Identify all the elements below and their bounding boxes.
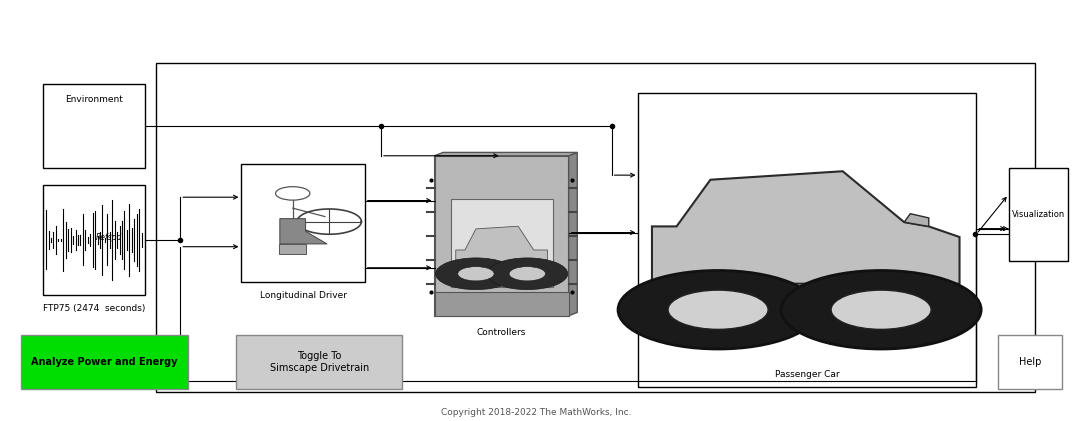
FancyBboxPatch shape: [43, 84, 145, 168]
Circle shape: [510, 266, 545, 281]
FancyBboxPatch shape: [435, 292, 569, 316]
Text: Visualization: Visualization: [1012, 210, 1064, 219]
FancyBboxPatch shape: [279, 244, 306, 254]
Circle shape: [618, 271, 818, 349]
Circle shape: [668, 290, 768, 329]
Polygon shape: [456, 226, 547, 274]
Text: Refspd: Refspd: [95, 233, 122, 242]
Text: Passenger Car: Passenger Car: [775, 370, 840, 379]
FancyBboxPatch shape: [638, 93, 976, 387]
Circle shape: [487, 258, 568, 290]
Circle shape: [832, 290, 931, 329]
Text: Toggle To
Simscape Drivetrain: Toggle To Simscape Drivetrain: [269, 351, 369, 373]
Polygon shape: [652, 171, 959, 284]
Circle shape: [781, 271, 981, 349]
Circle shape: [436, 258, 516, 290]
Polygon shape: [280, 218, 327, 244]
Text: Copyright 2018-2022 The MathWorks, Inc.: Copyright 2018-2022 The MathWorks, Inc.: [441, 408, 632, 417]
FancyBboxPatch shape: [1009, 168, 1068, 261]
FancyBboxPatch shape: [451, 199, 553, 287]
Circle shape: [458, 266, 494, 281]
Text: Longitudinal Driver: Longitudinal Driver: [260, 291, 347, 300]
Text: Controllers: Controllers: [476, 328, 527, 337]
FancyBboxPatch shape: [241, 164, 365, 282]
FancyBboxPatch shape: [236, 335, 402, 389]
Polygon shape: [569, 152, 577, 316]
FancyBboxPatch shape: [435, 156, 569, 316]
Text: Environment: Environment: [65, 95, 122, 104]
Text: Analyze Power and Energy: Analyze Power and Energy: [31, 357, 178, 367]
Text: Help: Help: [1019, 357, 1041, 367]
Polygon shape: [905, 214, 929, 226]
Polygon shape: [435, 152, 577, 156]
FancyBboxPatch shape: [43, 185, 145, 295]
FancyBboxPatch shape: [156, 63, 1035, 392]
FancyBboxPatch shape: [21, 335, 188, 389]
Text: FTP75 (2474  seconds): FTP75 (2474 seconds): [43, 304, 145, 313]
FancyBboxPatch shape: [998, 335, 1062, 389]
